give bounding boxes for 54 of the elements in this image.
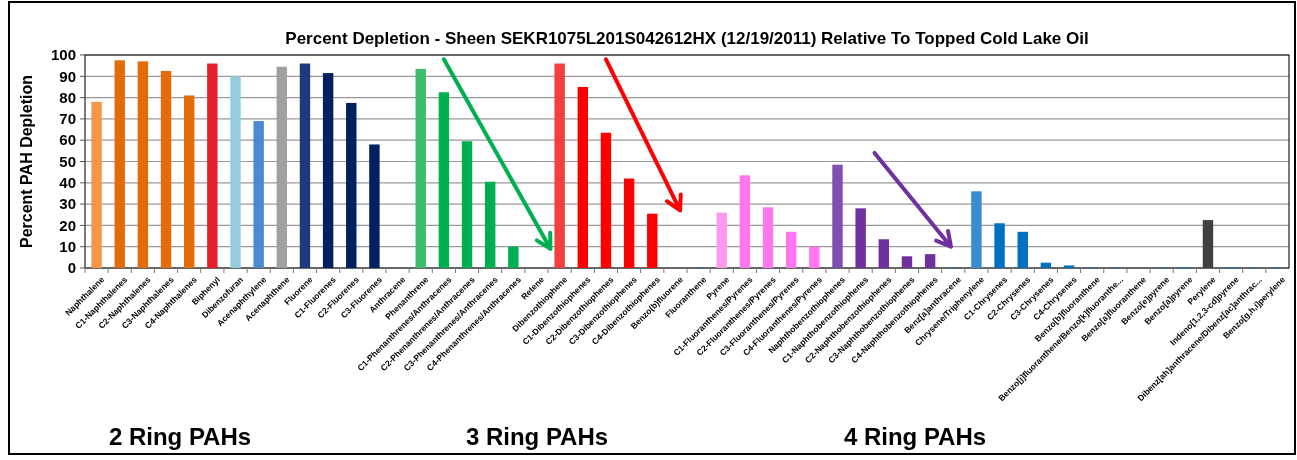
bar (508, 246, 519, 268)
bar (207, 63, 218, 268)
text: 2 Ring PAHs (108, 423, 252, 450)
bar (600, 132, 612, 268)
bar (647, 213, 658, 268)
bar (832, 164, 843, 268)
bar (739, 175, 751, 268)
bar (183, 95, 195, 268)
bar (114, 60, 125, 268)
y-axis-title: Percent PAH Depletion (18, 74, 35, 249)
bar (461, 141, 473, 268)
bar (438, 92, 450, 268)
bar (878, 239, 890, 268)
y-tick-label: 60 (59, 131, 76, 149)
bar (322, 73, 334, 268)
bar (137, 61, 149, 268)
bar (971, 191, 982, 268)
bar (901, 256, 913, 268)
y-tick-label: 20 (59, 216, 76, 234)
bar (785, 231, 797, 268)
y-tick-label: 90 (59, 67, 76, 85)
bar (346, 102, 357, 268)
bar (623, 178, 635, 268)
bar (1202, 220, 1214, 268)
chart-title: Percent Depletion - Sheen SEKR1075L201S042612HX (12/19/2011) Relative To Topped Cold Lake Oil (285, 29, 1089, 48)
bar (716, 212, 727, 268)
text: 4 Ring PAHs (843, 423, 987, 450)
bar (924, 254, 936, 268)
bar (230, 76, 241, 268)
bar (809, 246, 820, 268)
y-tick-label: 10 (59, 237, 76, 255)
bar (1017, 231, 1028, 268)
bar (1063, 265, 1075, 268)
bar (415, 68, 426, 268)
bar (1040, 262, 1052, 268)
bar (91, 101, 102, 268)
y-tick-label: 40 (59, 174, 76, 192)
bar (577, 86, 589, 268)
y-tick-label: 80 (59, 88, 76, 106)
bar (554, 63, 565, 268)
bar (762, 207, 774, 268)
bar (160, 70, 172, 268)
bar (484, 181, 496, 268)
y-tick-label: 30 (59, 195, 76, 213)
y-tick-label: 0 (67, 259, 76, 277)
y-tick-label: 100 (50, 46, 76, 64)
text: 3 Ring PAHs (465, 423, 609, 450)
bar (994, 223, 1005, 268)
bar (369, 144, 380, 268)
bar (253, 121, 264, 268)
bar (299, 63, 311, 268)
y-tick-label: 70 (59, 110, 76, 128)
bar (855, 208, 866, 268)
y-tick-label: 50 (59, 152, 76, 170)
